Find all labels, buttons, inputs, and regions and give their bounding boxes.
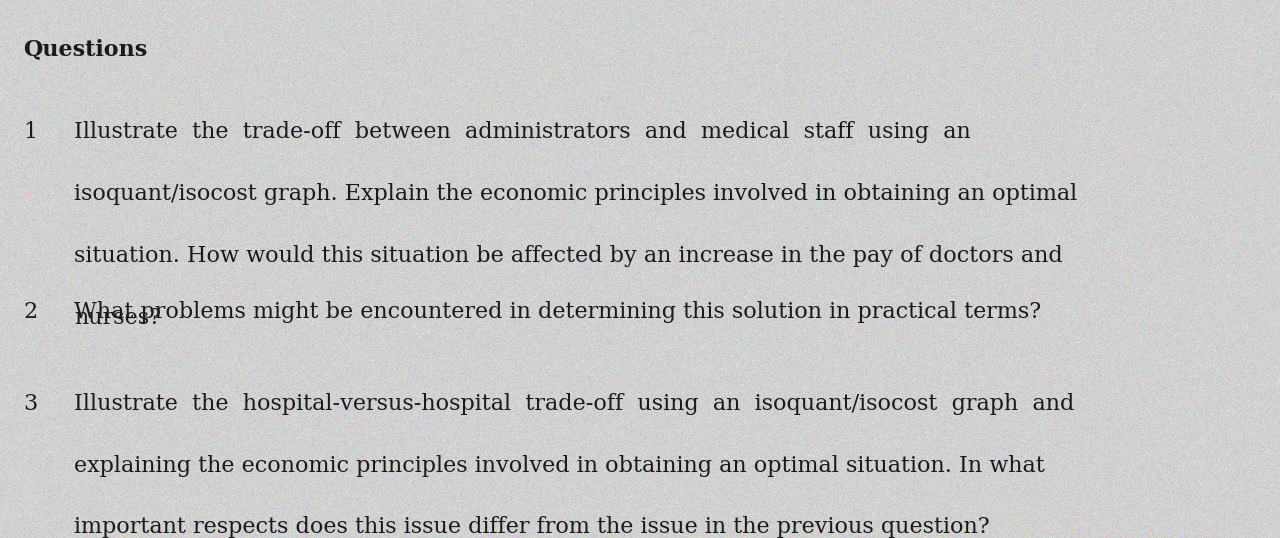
Text: isoquant/isocost graph. Explain the economic principles involved in obtaining an: isoquant/isocost graph. Explain the econ… [74,183,1078,205]
Text: Illustrate  the  trade-off  between  administrators  and  medical  staff  using : Illustrate the trade-off between adminis… [74,121,972,143]
Text: situation. How would this situation be affected by an increase in the pay of doc: situation. How would this situation be a… [74,245,1062,267]
Text: What problems might be encountered in determining this solution in practical ter: What problems might be encountered in de… [74,301,1042,323]
Text: 2: 2 [23,301,37,323]
Text: important respects does this issue differ from the issue in the previous questio: important respects does this issue diffe… [74,516,989,538]
Text: 3: 3 [23,393,37,415]
Text: Illustrate  the  hospital-versus-hospital  trade-off  using  an  isoquant/isocos: Illustrate the hospital-versus-hospital … [74,393,1075,415]
Text: Questions: Questions [23,38,147,60]
Text: 1: 1 [23,121,37,143]
Text: nurses?: nurses? [74,307,161,329]
Text: explaining the economic principles involved in obtaining an optimal situation. I: explaining the economic principles invol… [74,455,1044,477]
